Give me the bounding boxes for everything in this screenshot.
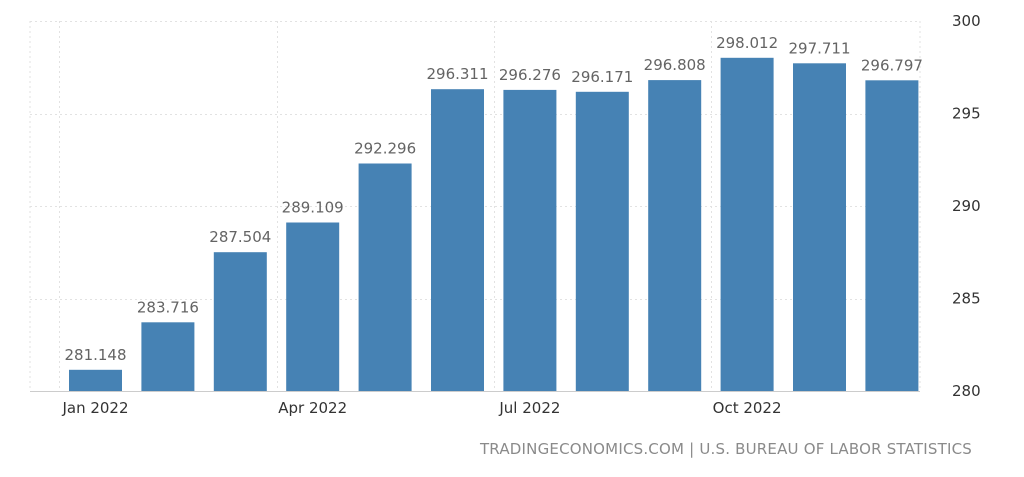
- data-label: 296.171: [571, 68, 633, 86]
- bar[interactable]: [575, 91, 629, 392]
- data-label: 298.012: [716, 34, 778, 52]
- data-label: 296.311: [426, 65, 488, 83]
- source-credit: TRADINGECONOMICS.COM | U.S. BUREAU OF LA…: [479, 440, 972, 458]
- data-label: 296.276: [499, 66, 561, 84]
- y-tick-label: 295: [952, 105, 981, 123]
- bar[interactable]: [431, 89, 484, 391]
- data-label: 287.504: [209, 228, 271, 246]
- data-label: 281.148: [64, 346, 126, 364]
- x-axis: Jan 2022 Apr 2022 Jul 2022 Oct 2022: [61, 399, 781, 417]
- y-tick-label: 300: [952, 12, 981, 30]
- bar[interactable]: [213, 252, 267, 391]
- x-tick-label: Jan 2022: [61, 399, 128, 417]
- bar[interactable]: [286, 222, 340, 392]
- y-tick-label: 285: [952, 290, 981, 308]
- bar[interactable]: [793, 63, 846, 392]
- bar[interactable]: [865, 80, 919, 392]
- bar[interactable]: [141, 322, 195, 391]
- bars: [69, 57, 919, 392]
- data-label: 292.296: [354, 140, 416, 158]
- y-tick-label: 290: [952, 197, 981, 215]
- y-axis: 280 285 290 295 300: [952, 12, 981, 400]
- data-label: 297.711: [788, 39, 850, 57]
- data-label: 283.716: [137, 298, 199, 316]
- bar[interactable]: [503, 89, 557, 392]
- bar[interactable]: [358, 163, 412, 392]
- y-tick-label: 280: [952, 382, 981, 400]
- data-label: 289.109: [282, 199, 344, 217]
- x-tick-label: Apr 2022: [278, 399, 347, 417]
- data-label: 296.797: [861, 56, 923, 74]
- x-tick-label: Jul 2022: [498, 399, 560, 417]
- bar[interactable]: [648, 80, 702, 391]
- bar[interactable]: [69, 369, 122, 391]
- x-tick-label: Oct 2022: [713, 399, 782, 417]
- bar[interactable]: [720, 57, 774, 392]
- data-label: 296.808: [644, 56, 706, 74]
- data-labels: 281.148 283.716 287.504 289.109 292.296 296.3…: [64, 34, 922, 364]
